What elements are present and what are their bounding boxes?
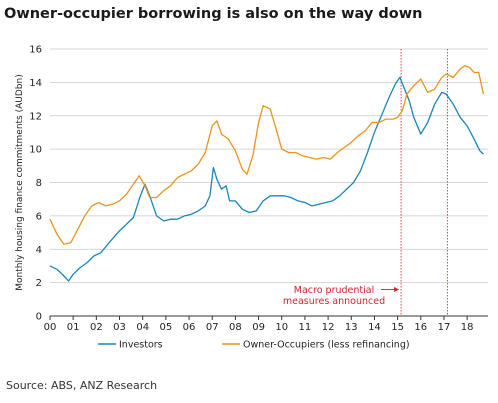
x-tick-label: 08 [229, 322, 242, 333]
y-tick-label: 12 [29, 111, 42, 122]
chart-title: Owner-occupier borrowing is also on the … [4, 6, 423, 22]
x-tick-label: 00 [44, 322, 57, 333]
x-tick-label: 04 [136, 322, 149, 333]
legend-label: Investors [119, 340, 163, 351]
x-tick-label: 15 [391, 322, 404, 333]
x-tick-label: 06 [183, 322, 196, 333]
annotation-line: Macro prudential [294, 285, 374, 296]
x-tick-label: 18 [461, 322, 474, 333]
x-tick-label: 14 [368, 322, 381, 333]
x-tick-label: 02 [90, 322, 103, 333]
x-axis-ticks: 00 01 02 03 04 05 06 07 08 09 10 11 12 13 14 15 16 17 18 [44, 316, 474, 333]
source-note: Source: ABS, ANZ Research [6, 379, 158, 392]
y-tick-label: 14 [29, 78, 42, 89]
x-tick-label: 10 [275, 322, 288, 333]
owner-occupiers-line [49, 65, 485, 245]
x-tick-label: 09 [252, 322, 265, 333]
y-axis-ticks: 0 2 4 6 8 10 12 14 16 [29, 45, 42, 323]
x-tick-label: 13 [345, 322, 358, 333]
y-tick-label: 6 [36, 211, 42, 222]
y-tick-label: 4 [36, 245, 42, 256]
y-tick-label: 0 [36, 312, 42, 323]
x-tick-label: 11 [299, 322, 312, 333]
x-tick-label: 17 [438, 322, 451, 333]
x-tick-label: 05 [160, 322, 173, 333]
annotation-arrowhead [394, 287, 400, 292]
annotation-vlines [400, 49, 448, 316]
x-tick-label: 01 [67, 322, 80, 333]
legend: Investors Owner-Occupiers (less refinanci… [98, 340, 410, 351]
y-tick-label: 10 [29, 145, 42, 156]
y-axis-label: Monthly housing finance commitments (AUD… [15, 74, 25, 290]
x-tick-label: 16 [414, 322, 427, 333]
gridlines [50, 48, 488, 283]
investors-line [49, 76, 484, 282]
x-tick-label: 12 [322, 322, 335, 333]
annotation-line: measures announced [283, 296, 385, 307]
y-tick-label: 2 [36, 278, 42, 289]
y-tick-label: 8 [36, 178, 42, 189]
legend-label: Owner-Occupiers (less refinancing) [243, 340, 410, 351]
x-tick-label: 03 [113, 322, 126, 333]
x-tick-label: 07 [206, 322, 219, 333]
series-lines [49, 65, 485, 282]
y-tick-label: 16 [29, 45, 42, 56]
